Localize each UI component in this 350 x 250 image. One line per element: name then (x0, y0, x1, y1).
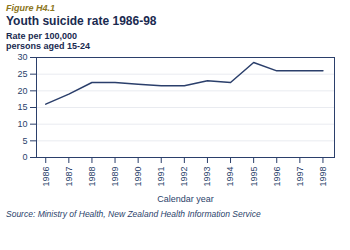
svg-text:1993: 1993 (202, 167, 212, 187)
svg-text:1992: 1992 (179, 167, 189, 187)
svg-text:10: 10 (17, 119, 27, 129)
svg-text:1986: 1986 (41, 167, 51, 187)
svg-text:0: 0 (22, 152, 27, 162)
svg-text:Calendar year: Calendar year (157, 194, 214, 204)
svg-text:1997: 1997 (295, 167, 305, 187)
html-text:Source: Ministry of Health, Ne: Source: Ministry of Health, New Zealand … (6, 209, 261, 219)
svg-text:30: 30 (17, 52, 27, 62)
svg-text:25: 25 (17, 69, 27, 79)
svg-text:1994: 1994 (225, 167, 235, 187)
html-text:Youth suicide rate 1986-98: Youth suicide rate 1986-98 (6, 14, 157, 28)
svg-text:5: 5 (22, 136, 27, 146)
svg-text:15: 15 (17, 102, 27, 112)
svg-text:20: 20 (17, 86, 27, 96)
svg-text:1995: 1995 (249, 167, 259, 187)
html-text:Figure H4.1: Figure H4.1 (6, 3, 55, 13)
svg-text:1991: 1991 (156, 167, 166, 187)
svg-text:1987: 1987 (64, 167, 74, 187)
svg-text:1988: 1988 (87, 167, 97, 187)
svg-text:1998: 1998 (318, 167, 328, 187)
html-text:Rate per 100,000 persons aged: Rate per 100,000 persons aged 15-24 (6, 31, 90, 51)
svg-text:1989: 1989 (110, 167, 120, 187)
svg-text:1990: 1990 (133, 167, 143, 187)
svg-text:1996: 1996 (272, 167, 282, 187)
